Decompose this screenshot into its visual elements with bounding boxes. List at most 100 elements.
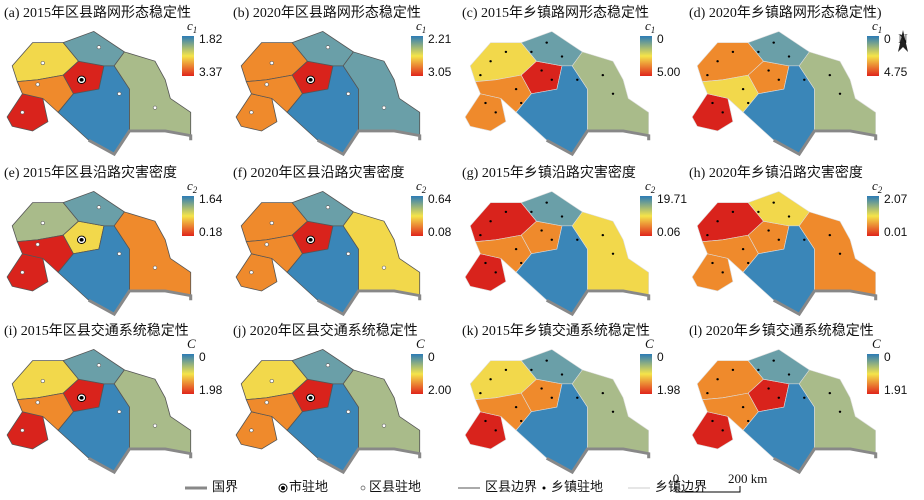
township-seat (767, 387, 770, 390)
national-border (87, 447, 193, 475)
panel-title: (c) 2015年乡镇路网形态稳定性 (462, 5, 649, 21)
symbol-letter: C (872, 336, 881, 351)
county-seat (35, 400, 40, 405)
color-bar (640, 196, 652, 236)
color-bar-bottom: 4.75 (884, 65, 908, 79)
township-seat (530, 50, 533, 54)
township-seat (504, 210, 508, 214)
township-seat (787, 373, 791, 376)
county-seat (381, 105, 387, 110)
city-seat-core (308, 77, 313, 82)
township-seat (519, 261, 523, 265)
color-bar (411, 36, 423, 76)
township-seat (479, 392, 482, 395)
county-seat (264, 82, 269, 87)
township-seat (489, 60, 492, 63)
color-bar-bottom: 0.06 (657, 225, 681, 239)
legend-icon (542, 486, 546, 490)
township-seat (772, 41, 775, 44)
city-seat-core (308, 237, 313, 242)
township-seat (560, 215, 564, 218)
color-bar-top: 2.21 (428, 32, 452, 46)
township-seat (746, 261, 750, 265)
color-bar-top: 1.82 (199, 32, 223, 46)
township-seat (550, 396, 554, 399)
township-seat (838, 252, 842, 255)
township-seat (731, 368, 735, 372)
national-border (87, 129, 193, 157)
county-seat (264, 400, 269, 405)
symbol-letter: c (187, 18, 193, 33)
township-seat (828, 234, 832, 237)
township-seat (716, 378, 719, 381)
national-border (316, 289, 422, 317)
township-seat (504, 50, 508, 54)
township-seat (484, 261, 487, 265)
color-bar-bottom: 3.05 (428, 65, 452, 79)
panel-title: (b) 2020年区县路网形态稳定性 (233, 5, 421, 21)
color-bar-bottom: 5.00 (657, 65, 681, 79)
township-seat (741, 87, 745, 91)
color-bar-top: 0 (884, 350, 891, 364)
region (798, 369, 877, 454)
symbol-letter: C (416, 336, 425, 351)
region (464, 253, 507, 292)
township-seat (731, 50, 735, 54)
symbol-letter: c (645, 178, 651, 193)
township-seat (601, 392, 605, 395)
township-seat (741, 405, 745, 409)
township-seat (711, 101, 714, 105)
township-seat (716, 220, 719, 223)
township-seat (611, 410, 615, 413)
township-seat (777, 78, 781, 81)
symbol-letter: c (645, 18, 651, 33)
panel-title: (l) 2020年乡镇交通系统稳定性 (689, 322, 874, 339)
symbol-subscript: 1 (422, 25, 427, 35)
panel-title: (f) 2020年区县沿路灾害密度 (233, 164, 405, 181)
color-bar (411, 196, 423, 236)
township-seat (484, 101, 487, 105)
township-seat (611, 92, 615, 95)
township-seat (767, 229, 770, 232)
township-seat (519, 419, 523, 423)
north-arrow (898, 30, 908, 52)
map-panel: (d) 2020年乡镇路网形态稳定性)c10 4.75 (689, 5, 908, 157)
symbol-subscript: 1 (651, 25, 656, 35)
township-seat (576, 78, 579, 81)
color-bar-top: 0 (884, 32, 891, 46)
map (235, 191, 422, 317)
color-bar (640, 36, 652, 76)
legend-label: 市驻地 (289, 479, 328, 494)
map (6, 191, 193, 317)
township-seat (576, 396, 579, 399)
township-seat (479, 74, 482, 77)
county-seat (96, 363, 102, 368)
legend-label: 国界 (212, 479, 238, 494)
township-seat (757, 50, 760, 54)
color-bar (867, 196, 879, 236)
county-seat (117, 91, 122, 96)
panel-title: (g) 2015年乡镇沿路灾害密度 (462, 164, 636, 181)
color-bar-bottom: 0.08 (428, 225, 452, 239)
township-seat (772, 359, 775, 362)
county-seat (20, 428, 25, 433)
township-seat (545, 359, 548, 362)
map (464, 349, 651, 475)
legend-symbol: C (645, 336, 654, 351)
symbol-letter: c (416, 18, 422, 33)
symbol-subscript: 1 (193, 25, 198, 35)
region (691, 253, 734, 292)
township-seat (540, 69, 543, 72)
panel-title: (i) 2015年区县交通系统稳定性 (4, 322, 189, 339)
color-bar-top: 2.07 (884, 192, 908, 206)
panel-title: (h) 2020年乡镇沿路灾害密度 (689, 164, 863, 181)
legend-label: 乡镇驻地 (551, 479, 603, 494)
region (342, 51, 421, 137)
township-seat (777, 238, 781, 241)
township-seat (803, 238, 806, 241)
township-seat (828, 392, 832, 395)
color-bar-top: 0.64 (428, 192, 452, 206)
